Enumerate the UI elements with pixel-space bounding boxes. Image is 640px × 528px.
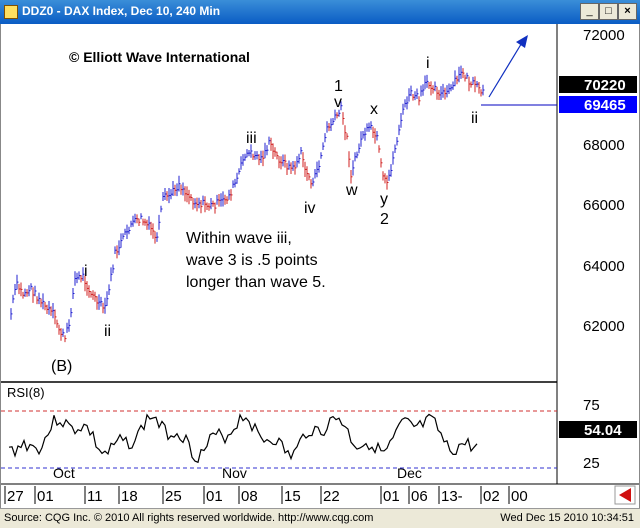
date-tick: 06 (411, 488, 428, 505)
wave-label-v: v (334, 94, 342, 111)
maximize-button[interactable]: □ (599, 3, 618, 20)
source-text: Source: CQG Inc. © 2010 All rights reser… (4, 512, 374, 524)
date-tick: 01 (206, 488, 223, 505)
date-tick: 25 (165, 488, 182, 505)
price-tick: 68000 (583, 137, 625, 154)
price-tick: 64000 (583, 258, 625, 275)
copyright-text: © Elliott Wave International (69, 49, 250, 65)
scroll-left-icon (619, 488, 631, 502)
price-tick: 66000 (583, 197, 625, 214)
month-nov: Nov (222, 465, 247, 481)
date-tick: 01 (383, 488, 400, 505)
annotation-line-2: wave 3 is .5 points (185, 252, 318, 269)
wave-label-i: i (84, 263, 88, 280)
date-tick: 01 (37, 488, 54, 505)
date-tick: 08 (241, 488, 258, 505)
wave-label-w: w (345, 182, 358, 199)
wave-label-iii: iii (246, 130, 257, 147)
rsi-value: 54.04 (584, 422, 622, 439)
date-tick: 13- (441, 488, 463, 505)
rsi-value-box (559, 421, 637, 438)
level-price-box (559, 96, 637, 113)
status-bar: Source: CQG Inc. © 2010 All rights reser… (0, 508, 640, 528)
minimize-button[interactable]: _ (580, 3, 599, 20)
annotation-line-3: longer than wave 5. (186, 274, 326, 291)
date-tick: 11 (87, 488, 103, 505)
close-button[interactable]: × (618, 3, 637, 20)
wave-label-i-upper: i (426, 55, 430, 72)
wave-label-x: x (370, 101, 378, 118)
wave-label-B: (B) (51, 358, 72, 375)
wave-label-ii-upper: ii (471, 110, 478, 127)
status-datetime: Wed Dec 15 2010 10:34:51 (500, 512, 634, 524)
arrow-head-icon (516, 35, 528, 48)
wave-label-y: y (380, 191, 388, 208)
annotation-line-1: Within wave iii, (186, 230, 292, 247)
date-tick: 00 (511, 488, 528, 505)
price-tick: 62000 (583, 318, 625, 335)
price-axis: 72000 68000 66000 64000 62000 (583, 27, 625, 335)
date-tick: 02 (483, 488, 500, 505)
wave-label-ii: ii (104, 323, 111, 340)
month-oct: Oct (53, 465, 75, 481)
chart-window[interactable]: © Elliott Wave International Within wave… (0, 24, 640, 508)
date-tick: 15 (284, 488, 301, 505)
price-bars (10, 65, 485, 343)
date-tick: 22 (323, 488, 340, 505)
rsi-tick-25: 25 (583, 455, 600, 472)
app-icon (4, 5, 18, 19)
month-dec: Dec (397, 465, 422, 481)
price-tick: 72000 (583, 27, 625, 44)
wave-label-2: 2 (380, 211, 389, 228)
price-chart[interactable]: © Elliott Wave International Within wave… (1, 24, 639, 508)
target-arrow-line (488, 40, 524, 98)
rsi-line (8, 413, 478, 464)
current-price-box (559, 76, 637, 93)
current-price: 70220 (584, 77, 626, 94)
window-title-bar: DDZ0 - DAX Index, Dec 10, 240 Min _ □ × (0, 0, 640, 24)
window-title: DDZ0 - DAX Index, Dec 10, 240 Min (22, 4, 221, 18)
date-ticks: 27 01 11 18 25 01 08 15 22 01 06 13- 02 00 (4, 486, 528, 505)
wave-label-1: 1 (334, 78, 343, 95)
date-tick: 18 (121, 488, 138, 505)
rsi-label: RSI(8) (7, 385, 45, 400)
wave-label-iv: iv (304, 200, 316, 217)
level-price: 69465 (584, 97, 626, 114)
rsi-tick-75: 75 (583, 397, 600, 414)
date-tick: 27 (7, 488, 24, 505)
